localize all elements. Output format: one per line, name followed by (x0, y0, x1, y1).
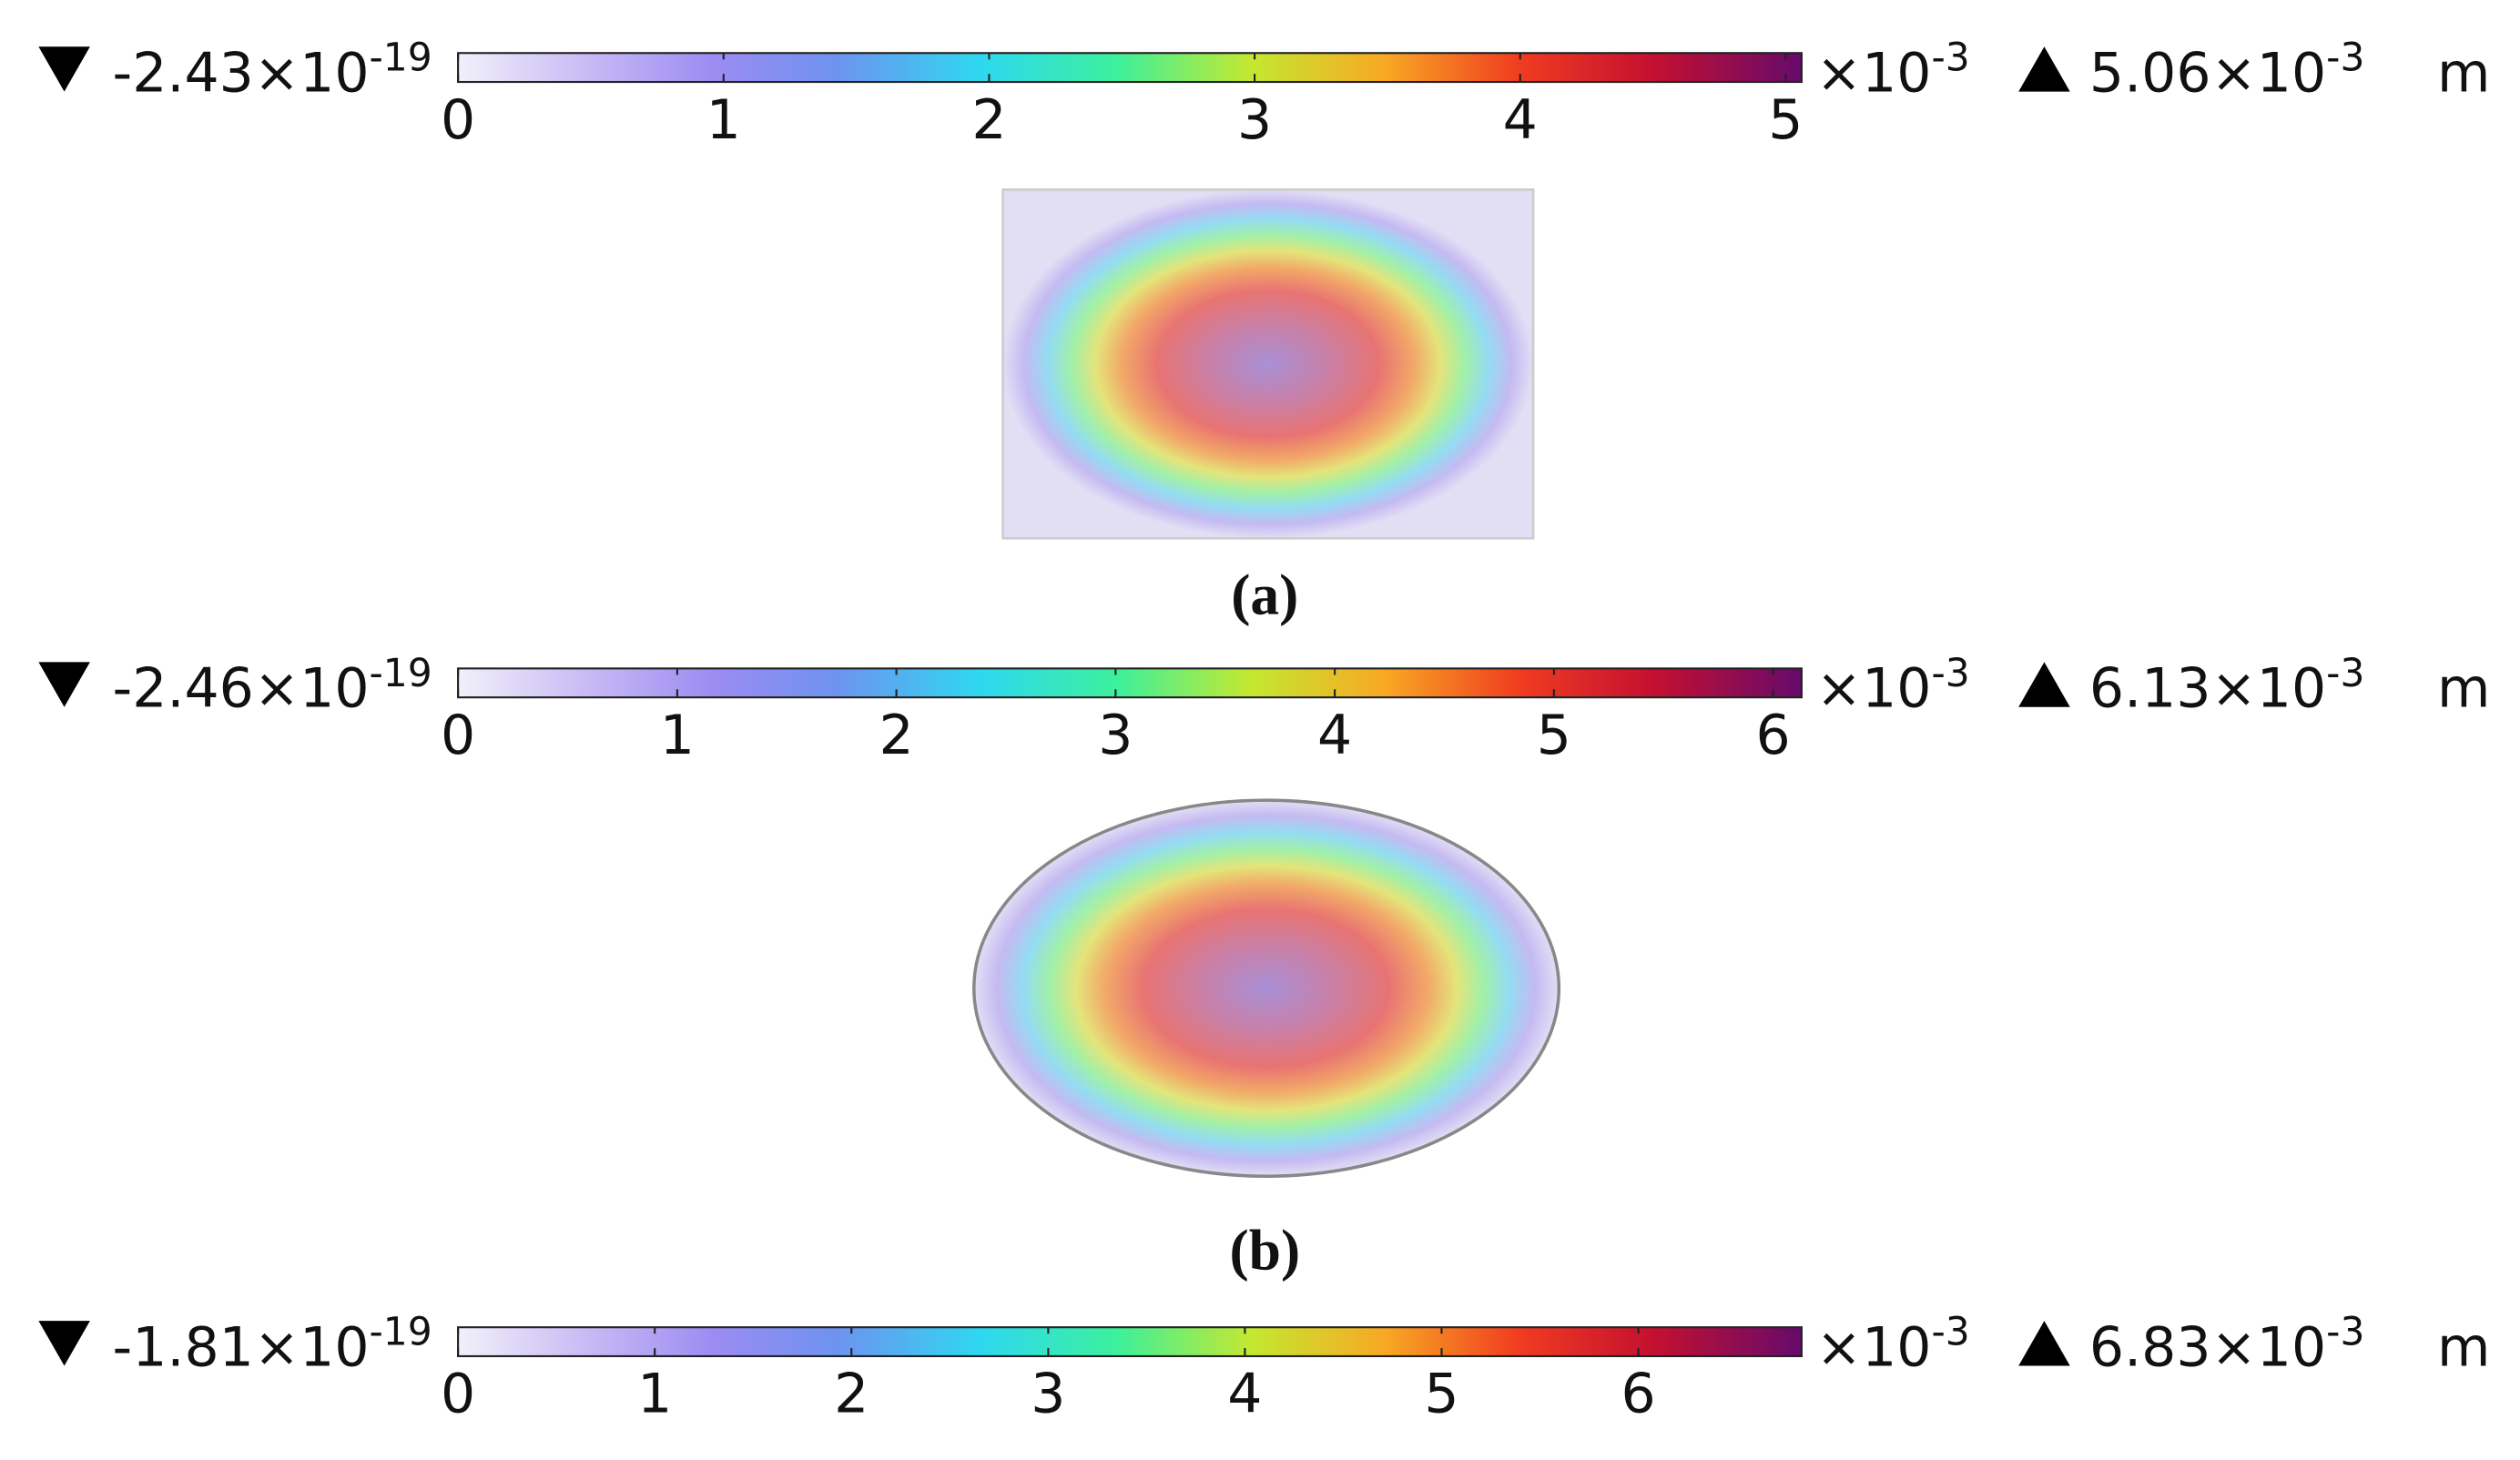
tick-label: 3 (1237, 88, 1272, 152)
caption: (b) (1229, 1218, 1300, 1283)
max-marker (2018, 662, 2070, 707)
tick-label: 6 (1621, 1363, 1655, 1426)
tick-label: 1 (637, 1363, 672, 1426)
max-label: 5.06×10-3 (2089, 35, 2365, 106)
colorbar (457, 1326, 1803, 1358)
unit: m (2437, 42, 2490, 106)
min-marker (38, 46, 90, 92)
field-plot (1001, 188, 1535, 540)
tick-label: 3 (1098, 704, 1133, 767)
tick-label: 1 (706, 88, 741, 152)
min-marker (38, 662, 90, 707)
tick-label: 2 (879, 704, 914, 767)
max-label-base: 6.83×10 (2089, 1316, 2326, 1380)
colorbar (457, 667, 1803, 699)
tick-label: 0 (441, 88, 475, 152)
max-label-exp: -3 (2326, 35, 2364, 80)
min-label-exp: -19 (370, 35, 432, 80)
min-marker (38, 1321, 90, 1366)
tick-label: 2 (971, 88, 1006, 152)
caption: (a) (1231, 562, 1298, 626)
multiplier: ×10-3 (1816, 651, 1970, 721)
multiplier: ×10-3 (1816, 1310, 1970, 1380)
max-label-exp: -3 (2326, 651, 2364, 695)
multiplier-base: ×10 (1816, 657, 1932, 721)
min-label-exp: -19 (370, 651, 432, 695)
tick-label: 5 (1424, 1363, 1458, 1426)
max-marker (2018, 1321, 2070, 1366)
tick-label: 5 (1537, 704, 1571, 767)
multiplier-base: ×10 (1816, 42, 1932, 106)
max-label-base: 6.13×10 (2089, 657, 2326, 721)
max-label: 6.83×10-3 (2089, 1310, 2365, 1380)
tick-label: 4 (1317, 704, 1352, 767)
min-label: -2.46×10-19 (113, 651, 432, 721)
multiplier-base: ×10 (1816, 1316, 1932, 1380)
tick-label: 2 (834, 1363, 869, 1426)
tick-label: 0 (441, 1363, 475, 1426)
tick-label: 1 (660, 704, 695, 767)
multiplier-exp: -3 (1931, 1310, 1969, 1354)
tick-label: 3 (1031, 1363, 1065, 1426)
tick-label: 5 (1768, 88, 1803, 152)
min-label-base: -2.46×10 (113, 657, 370, 721)
tick-label: 6 (1756, 704, 1791, 767)
multiplier-exp: -3 (1931, 651, 1969, 695)
field-plot (972, 798, 1561, 1179)
colorbar (457, 52, 1803, 84)
max-label: 6.13×10-3 (2089, 651, 2365, 721)
tick-label: 0 (441, 704, 475, 767)
max-label-exp: -3 (2326, 1310, 2364, 1354)
min-label: -2.43×10-19 (113, 35, 432, 106)
min-label: -1.81×10-19 (113, 1310, 432, 1380)
unit: m (2437, 1316, 2490, 1380)
max-label-base: 5.06×10 (2089, 42, 2326, 106)
min-label-base: -2.43×10 (113, 42, 370, 106)
max-marker (2018, 46, 2070, 92)
tick-label: 4 (1227, 1363, 1262, 1426)
multiplier: ×10-3 (1816, 35, 1970, 106)
min-label-base: -1.81×10 (113, 1316, 370, 1380)
unit: m (2437, 657, 2490, 721)
tick-label: 4 (1503, 88, 1538, 152)
min-label-exp: -19 (370, 1310, 432, 1354)
multiplier-exp: -3 (1931, 35, 1969, 80)
